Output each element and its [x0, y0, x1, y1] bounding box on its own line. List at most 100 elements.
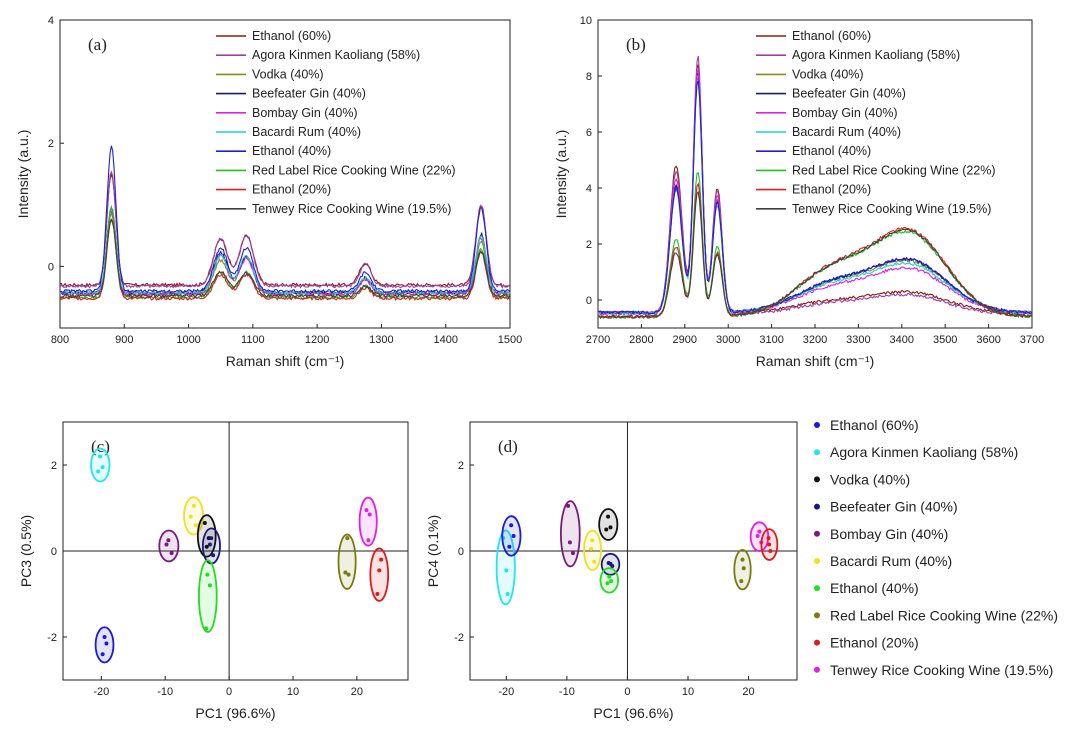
y-tick-label: -2	[454, 632, 464, 644]
data-point	[567, 540, 572, 545]
legend-entry: Bombay Gin (40%)	[252, 106, 358, 120]
legend-entry: Ethanol (60%)	[792, 29, 871, 43]
data-point	[100, 652, 105, 657]
series-line	[597, 171, 1033, 320]
data-point	[364, 508, 369, 513]
legend-entry: Bombay Gin (40%)	[792, 106, 898, 120]
y-tick-label: 4	[48, 15, 54, 27]
legend-entry: Bacardi Rum (40%)	[792, 125, 901, 139]
legend-marker	[814, 503, 820, 510]
data-point	[207, 583, 212, 588]
legend-marker	[814, 422, 820, 428]
legend-entry: Tenwey Rice Cooking Wine (19.5%)	[792, 202, 991, 216]
x-tick-label: 3100	[759, 334, 783, 346]
data-point	[377, 568, 382, 573]
data-point	[191, 503, 196, 508]
legend-entry: Bacardi Rum (40%)	[252, 125, 361, 139]
data-point	[205, 572, 210, 577]
data-point	[507, 544, 512, 549]
data-point	[768, 549, 773, 553]
x-tick-label: 3700	[1020, 334, 1044, 346]
data-point	[609, 579, 614, 584]
legend-entry: Bacardi Rum (40%)	[830, 553, 952, 569]
data-point	[590, 538, 595, 543]
confidence-ellipse	[598, 508, 619, 541]
series-line	[59, 218, 511, 302]
data-point	[757, 529, 762, 534]
legend-entry: Ethanol (40%)	[252, 144, 331, 158]
confidence-ellipse	[495, 529, 516, 606]
data-point	[204, 544, 209, 549]
legend-entry: Ethanol (60%)	[830, 417, 919, 433]
legend-marker	[814, 639, 820, 646]
data-point	[509, 523, 514, 528]
pca-legend: Ethanol (60%) Agora Kinmen Kaoliang (58%)…	[814, 417, 1058, 678]
confidence-ellipse	[358, 496, 378, 547]
legend: Ethanol (60%) Agora Kinmen Kaoliang (58%)…	[216, 29, 456, 216]
x-axis-label: Raman shift (cm⁻¹)	[226, 353, 345, 369]
x-axis-label: Raman shift (cm⁻¹)	[756, 353, 875, 369]
x-tick-label: -10	[157, 686, 173, 698]
y-tick-label: 2	[586, 239, 592, 251]
data-point	[104, 641, 109, 646]
x-tick-label: 3200	[803, 334, 827, 346]
data-point	[566, 503, 571, 508]
y-tick-label: 2	[458, 460, 464, 472]
x-tick-label: 1000	[176, 334, 200, 346]
legend-entry: Agora Kinmen Kaoliang (58%)	[792, 48, 960, 62]
data-point	[767, 542, 772, 547]
data-point	[606, 561, 611, 566]
data-point	[169, 551, 174, 556]
x-tick-label: 900	[115, 334, 133, 346]
data-point	[366, 538, 371, 543]
legend-entry: Beefeater Gin (40%)	[830, 499, 958, 515]
x-tick-label: -10	[559, 686, 575, 698]
legend-entry: Red Label Rice Cooking Wine (22%)	[252, 163, 456, 177]
data-point	[592, 559, 597, 564]
y-axis-label: PC4 (0.1%)	[425, 515, 441, 587]
x-axis-label: PC1 (96.6%)	[593, 705, 673, 721]
confidence-ellipse	[337, 533, 357, 590]
x-tick-label: 800	[51, 334, 69, 346]
legend-entry: Ethanol (60%)	[252, 29, 331, 43]
data-point	[202, 521, 207, 526]
legend-marker	[814, 530, 820, 537]
data-point	[604, 527, 609, 532]
plot-frame	[59, 19, 511, 329]
x-tick-label: 3400	[890, 334, 914, 346]
confidence-ellipse	[158, 529, 180, 563]
series-line	[59, 210, 511, 297]
confidence-ellipse	[90, 447, 111, 483]
x-tick-label: 2800	[629, 334, 653, 346]
x-tick-label: 1400	[433, 334, 457, 346]
x-tick-label: 2900	[673, 334, 697, 346]
legend-entry: Ethanol (20%)	[830, 635, 919, 651]
x-tick-label: 3600	[976, 334, 1000, 346]
data-point	[607, 574, 612, 579]
confidence-ellipse	[583, 529, 602, 571]
data-point	[102, 635, 107, 639]
legend-entry: Tenwey Rice Cooking Wine (19.5%)	[252, 202, 451, 216]
legend-marker	[814, 666, 820, 673]
x-axis-label: PC1 (96.6%)	[195, 705, 275, 721]
x-tick-label: -20	[93, 686, 109, 698]
series-line	[59, 207, 511, 296]
x-tick-label: 0	[226, 686, 232, 698]
data-point	[375, 592, 380, 596]
data-point	[164, 542, 169, 547]
data-point	[209, 536, 214, 541]
confidence-ellipse	[201, 527, 221, 565]
legend-entry: Agora Kinmen Kaoliang (58%)	[830, 444, 1018, 460]
legend-entry: Ethanol (40%)	[830, 580, 919, 596]
legend-entry: Vodka (40%)	[252, 67, 324, 81]
series-line	[597, 190, 1032, 320]
series-line	[59, 205, 511, 295]
x-tick-label: 1200	[305, 334, 329, 346]
data-point	[367, 512, 372, 517]
y-tick-label: 0	[458, 546, 464, 558]
x-tick-label: 1300	[369, 334, 393, 346]
data-point	[610, 564, 615, 569]
data-point	[98, 454, 103, 459]
confidence-ellipse	[197, 559, 218, 633]
